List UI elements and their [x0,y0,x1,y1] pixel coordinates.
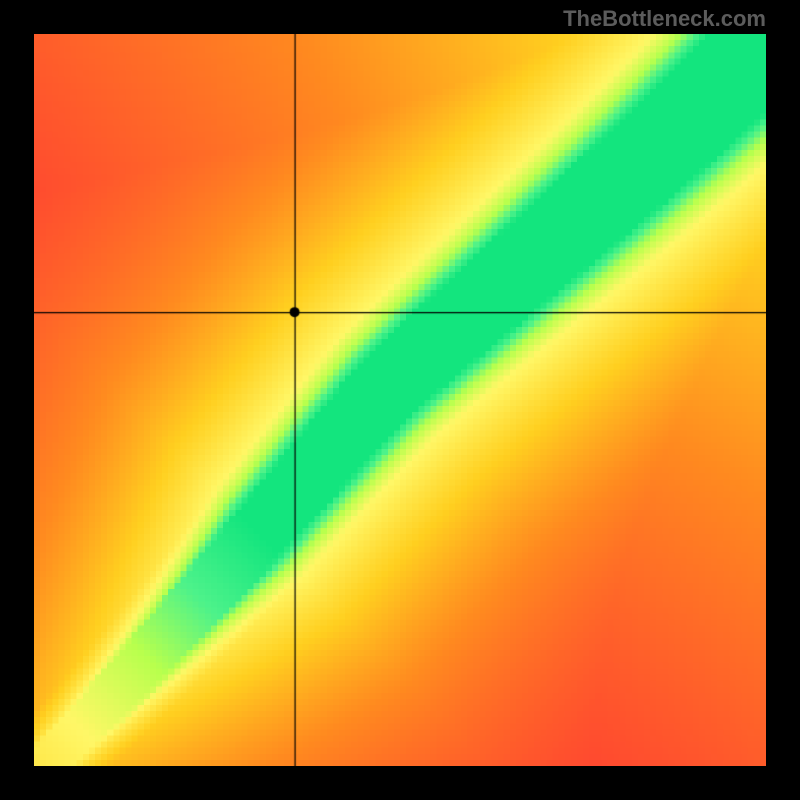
figure-root: TheBottleneck.com [0,0,800,800]
watermark-text: TheBottleneck.com [563,6,766,32]
heatmap-canvas [34,34,766,766]
